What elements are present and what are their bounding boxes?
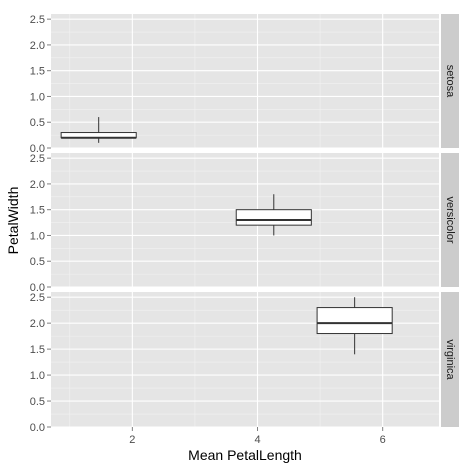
boxplot-setosa [60, 117, 137, 143]
strip-background [441, 153, 459, 287]
x-tick-label: 6 [380, 434, 386, 446]
strip-background [441, 292, 459, 427]
y-tick-label: 0.0 [30, 422, 45, 434]
boxplot-virginica [316, 297, 393, 355]
strip-label-versicolor: versicolor [444, 196, 456, 243]
box-iqr [235, 209, 312, 226]
y-tick-label: 1.0 [30, 91, 45, 103]
box-iqr [316, 307, 393, 335]
y-tick-label: 2.5 [30, 14, 45, 26]
y-tick-label: 2.0 [30, 40, 45, 52]
y-tick-label: 2.5 [30, 292, 45, 304]
facet-panel-setosa: 0.0 0.5 1.0 1.5 2.0 2.5 setosa [30, 14, 459, 155]
y-tick-label: 0.0 [30, 143, 45, 155]
strip-background [441, 14, 459, 148]
y-tick-label: 0.0 [30, 282, 45, 294]
y-tick-label: 1.0 [30, 230, 45, 242]
y-tick-label: 1.5 [30, 344, 45, 356]
strip-label-setosa: setosa [444, 65, 456, 98]
y-tick-label: 2.0 [30, 179, 45, 191]
panel-background [51, 14, 439, 148]
x-axis: 2 4 6 [129, 427, 386, 446]
x-tick-label: 2 [129, 434, 135, 446]
y-tick-label: 0.5 [30, 396, 45, 408]
facet-panels: 0.0 0.5 1.0 1.5 2.0 2.5 setosa 0.0 0.5 1.0 1.5 2.0 2… [30, 14, 459, 434]
y-tick-label: 0.5 [30, 256, 45, 268]
y-tick-label: 1.5 [30, 205, 45, 217]
x-tick-label: 4 [254, 434, 260, 446]
x-axis-title: Mean PetalLength [188, 447, 302, 463]
boxplot-versicolor [235, 194, 312, 236]
y-tick-label: 1.5 [30, 66, 45, 78]
facet-panel-virginica: 0.0 0.5 1.0 1.5 2.0 2.5 virginica [30, 292, 459, 434]
facet-panel-versicolor: 0.0 0.5 1.0 1.5 2.0 2.5 versicolor [30, 153, 459, 294]
y-tick-label: 1.0 [30, 370, 45, 382]
strip-label-virginica: virginica [444, 339, 456, 380]
y-axis-title: PetalWidth [5, 187, 21, 255]
y-tick-label: 0.5 [30, 117, 45, 129]
y-tick-label: 2.5 [30, 153, 45, 165]
y-tick-label: 2.0 [30, 318, 45, 330]
